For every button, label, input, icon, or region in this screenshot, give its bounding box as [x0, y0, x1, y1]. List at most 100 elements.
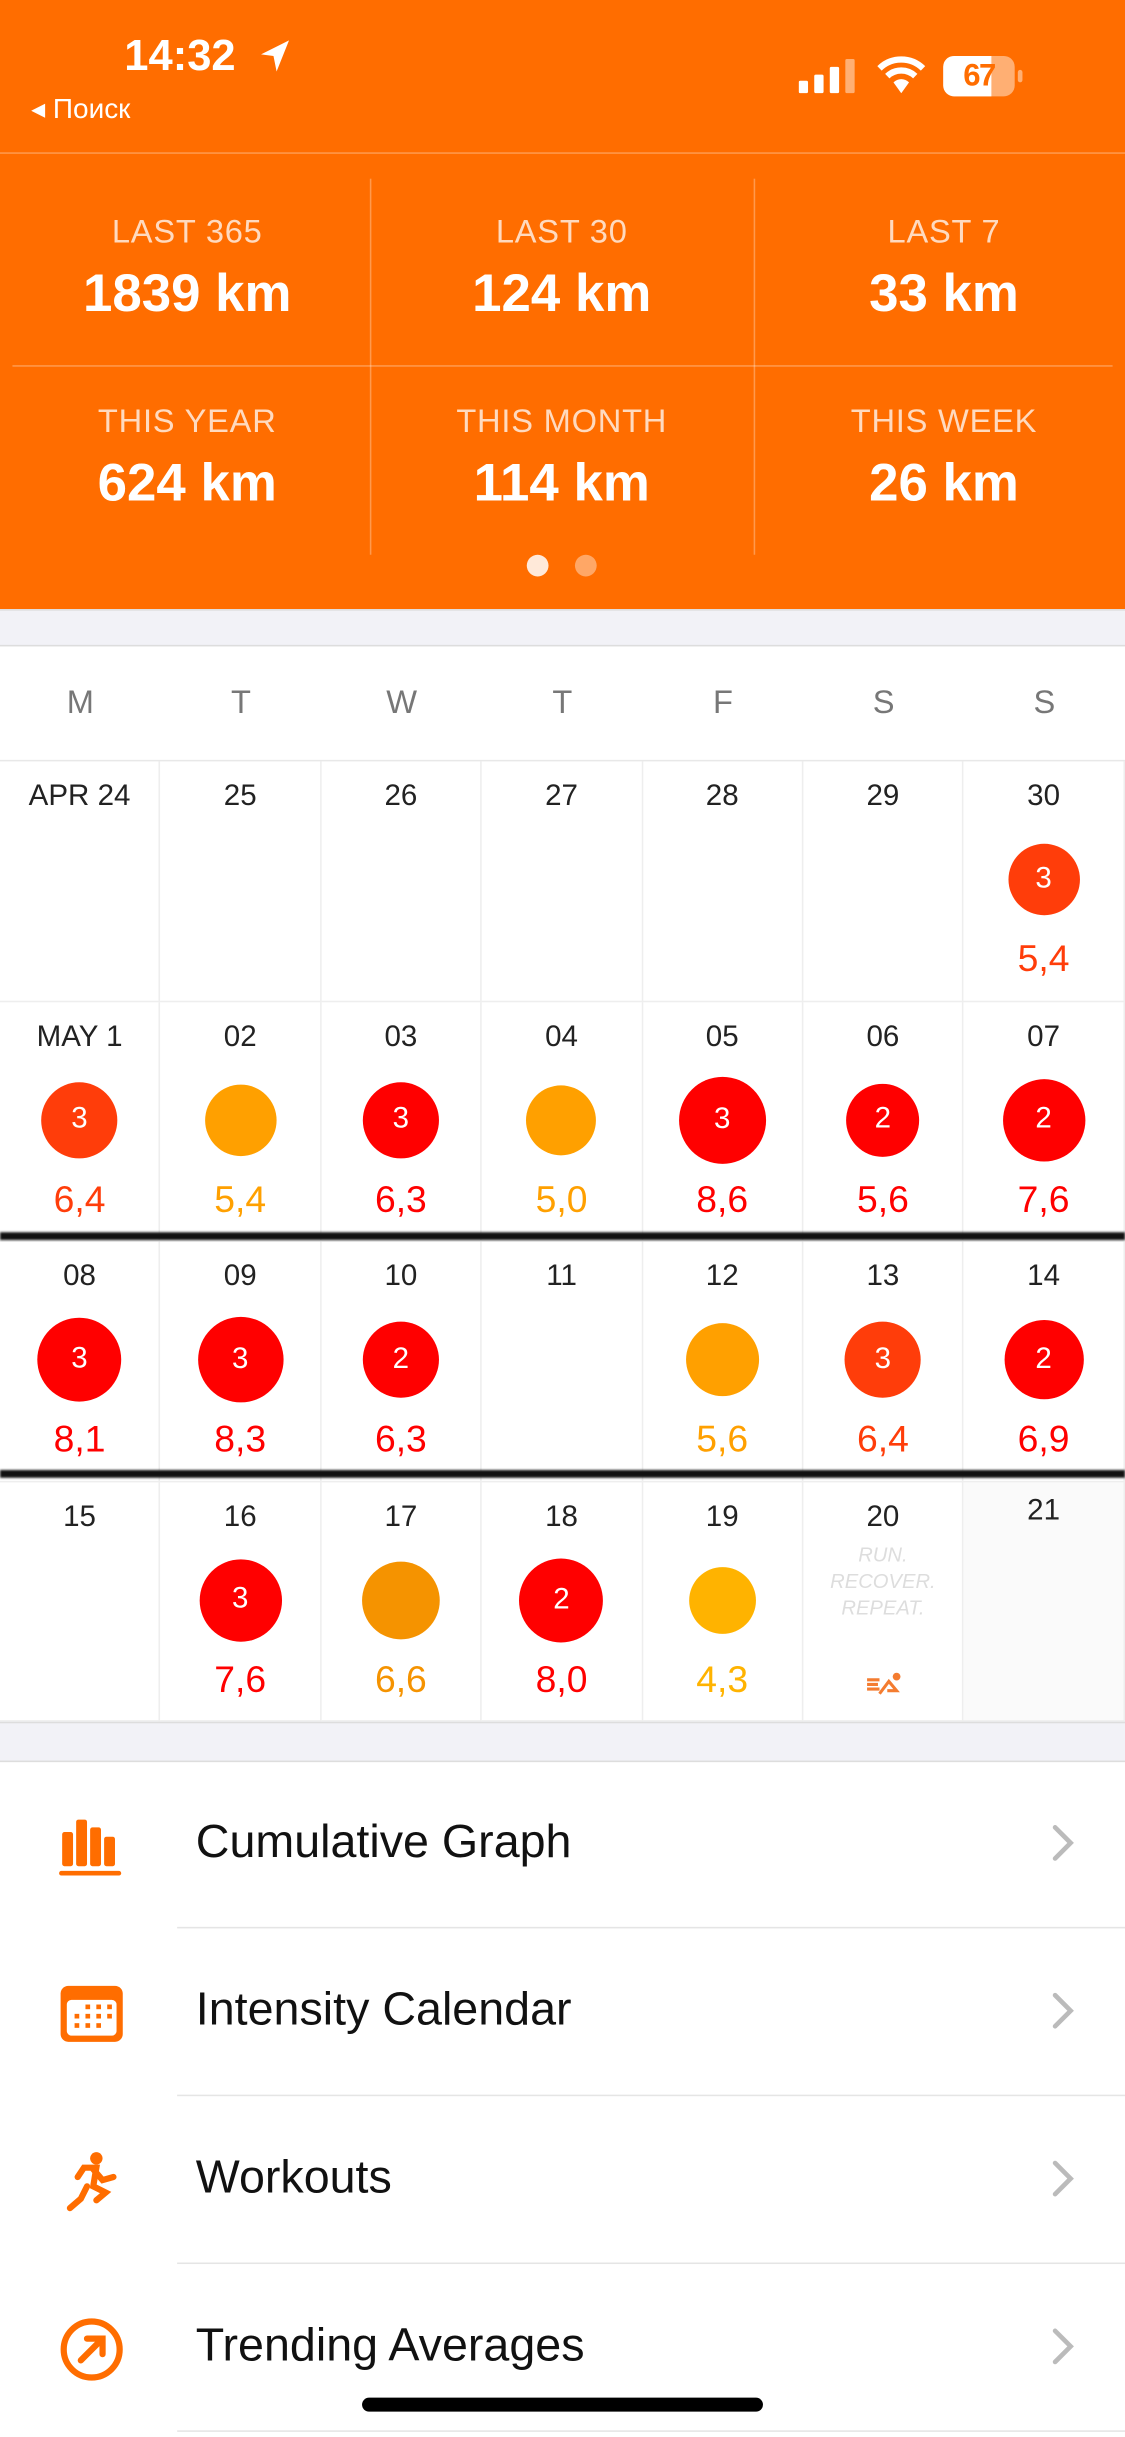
- battery-indicator: 67: [943, 55, 1023, 97]
- distance-km: 5,4: [214, 1178, 267, 1221]
- separator: [177, 2262, 1125, 2265]
- day-label: 05: [705, 1020, 739, 1053]
- location-arrow-icon: [261, 40, 290, 72]
- day-label: 03: [384, 1020, 418, 1053]
- day-label: 11: [546, 1260, 577, 1293]
- stat-label: THIS MONTH: [456, 404, 668, 440]
- menu-item-label: Workouts: [195, 2152, 392, 2204]
- page-dot-1[interactable]: [526, 554, 549, 577]
- distance-km: 6,4: [53, 1178, 106, 1221]
- calendar-day[interactable]: 04 5,0: [482, 1001, 643, 1242]
- calendar-day[interactable]: 28: [642, 761, 804, 1002]
- calendar-day[interactable]: MAY 1 3 6,4: [0, 1001, 161, 1242]
- calendar-day[interactable]: 11: [482, 1241, 643, 1482]
- intensity-circle: 3: [1007, 843, 1080, 916]
- separator: [177, 2094, 1125, 2097]
- calendar-day[interactable]: 21: [964, 1481, 1125, 1722]
- day-label: 15: [63, 1500, 96, 1533]
- chevron-right-icon: [1050, 1823, 1075, 1863]
- calendar-day[interactable]: 26: [321, 761, 483, 1002]
- distance-km: 8,6: [696, 1178, 749, 1221]
- menu-item-label: Intensity Calendar: [195, 1984, 572, 2036]
- intensity-circle: 3: [678, 1076, 766, 1164]
- back-label: Поиск: [52, 93, 131, 125]
- calendar-icon: [59, 1981, 124, 2046]
- intensity-circle: 2: [362, 1321, 439, 1398]
- day-label: 21: [1027, 1494, 1061, 1527]
- calendar-day[interactable]: 29: [803, 761, 965, 1002]
- distance-km: 8,0: [535, 1658, 588, 1701]
- distance-km: 6,3: [374, 1418, 427, 1461]
- runner-icon: [59, 2149, 124, 2214]
- calendar-day[interactable]: 12 5,6: [642, 1241, 804, 1482]
- chevron-right-icon: [1050, 1991, 1075, 2031]
- day-label: 02: [223, 1020, 257, 1053]
- calendar-day[interactable]: 10 2 6,3: [321, 1241, 483, 1482]
- stat-value: 624 km: [97, 453, 277, 513]
- calendar-day[interactable]: 27: [482, 761, 643, 1002]
- stat-last-30: LAST 30 124 km: [374, 214, 748, 324]
- calendar-day[interactable]: 17 6,6: [321, 1481, 483, 1722]
- calendar-day[interactable]: 14 2 6,9: [964, 1241, 1125, 1482]
- day-label: 10: [384, 1260, 418, 1293]
- chevron-right-icon: [1050, 2158, 1075, 2198]
- day-label: 19: [705, 1500, 739, 1533]
- calendar-day[interactable]: APR 24: [0, 761, 161, 1002]
- stat-this-year: THIS YEAR 624 km: [0, 404, 374, 514]
- home-indicator[interactable]: [362, 2397, 763, 2412]
- stat-value: 124 km: [472, 264, 652, 324]
- intensity-circle: 3: [199, 1558, 282, 1641]
- chevron-right-icon: [1050, 2326, 1075, 2366]
- calendar-day[interactable]: 08 3 8,1: [0, 1241, 161, 1482]
- back-to-search-link[interactable]: ◂ Поиск: [31, 93, 131, 125]
- intensity-circle: 2: [519, 1557, 604, 1642]
- menu-item-workouts[interactable]: Workouts: [0, 2096, 1125, 2265]
- stat-value: 114 km: [473, 453, 650, 513]
- wifi-icon: [877, 56, 926, 94]
- rest-runner-icon: [866, 1671, 903, 1696]
- intensity-circle: 3: [362, 1081, 439, 1158]
- weekday-label: M: [66, 685, 94, 722]
- menu-item-intensity-calendar[interactable]: Intensity Calendar: [0, 1928, 1125, 2097]
- calendar-day[interactable]: 02 5,4: [160, 1001, 322, 1242]
- day-label: 16: [223, 1500, 257, 1533]
- weekday-label: S: [1033, 685, 1056, 722]
- menu-item-cumulative-graph[interactable]: Cumulative Graph: [0, 1761, 1125, 1929]
- calendar-day[interactable]: 07 2 7,6: [964, 1001, 1125, 1242]
- calendar-day[interactable]: 13 3 6,4: [803, 1241, 965, 1482]
- day-label: 27: [545, 780, 578, 813]
- calendar-day[interactable]: 30 3 5,4: [964, 761, 1125, 1002]
- calendar-day[interactable]: 20 RUN. RECOVER. REPEAT.: [803, 1481, 965, 1722]
- distance-km: 6,6: [374, 1658, 427, 1701]
- calendar-day[interactable]: 06 2 5,6: [803, 1001, 965, 1242]
- stat-last-365: LAST 365 1839 km: [0, 214, 374, 324]
- calendar-day[interactable]: 15: [0, 1481, 161, 1722]
- distance-km: 7,6: [1017, 1178, 1070, 1221]
- calendar-day[interactable]: 03 3 6,3: [321, 1001, 483, 1242]
- battery-level: 67: [963, 59, 996, 94]
- motto-line: REPEAT.: [841, 1595, 925, 1619]
- intensity-circle: 3: [37, 1317, 122, 1402]
- intensity-circle: 2: [1002, 1078, 1085, 1161]
- calendar-day[interactable]: 25: [160, 761, 322, 1002]
- distance-km: 5,0: [535, 1178, 588, 1221]
- day-label: 07: [1027, 1020, 1061, 1053]
- distance-km: 4,3: [696, 1658, 749, 1701]
- calendar-day[interactable]: 05 3 8,6: [642, 1001, 804, 1242]
- menu-item-trending-averages[interactable]: Trending Averages: [0, 2264, 1125, 2432]
- page-dot-2[interactable]: [574, 554, 597, 577]
- calendar-day[interactable]: 16 3 7,6: [160, 1481, 322, 1722]
- distance-km: 5,6: [856, 1178, 909, 1221]
- day-label: 28: [705, 780, 739, 813]
- stat-value: 33 km: [869, 264, 1019, 324]
- calendar-day[interactable]: 18 2 8,0: [482, 1481, 643, 1722]
- stat-value: 1839 km: [82, 264, 292, 324]
- calendar-day[interactable]: 19 4,3: [642, 1481, 804, 1722]
- calendar-day[interactable]: 09 3 8,3: [160, 1241, 322, 1482]
- intensity-circle: [362, 1560, 440, 1639]
- intensity-circle: [526, 1084, 597, 1155]
- intensity-circle: 3: [197, 1316, 283, 1403]
- trend-arrow-icon: [59, 2317, 124, 2382]
- day-label: 06: [866, 1020, 900, 1053]
